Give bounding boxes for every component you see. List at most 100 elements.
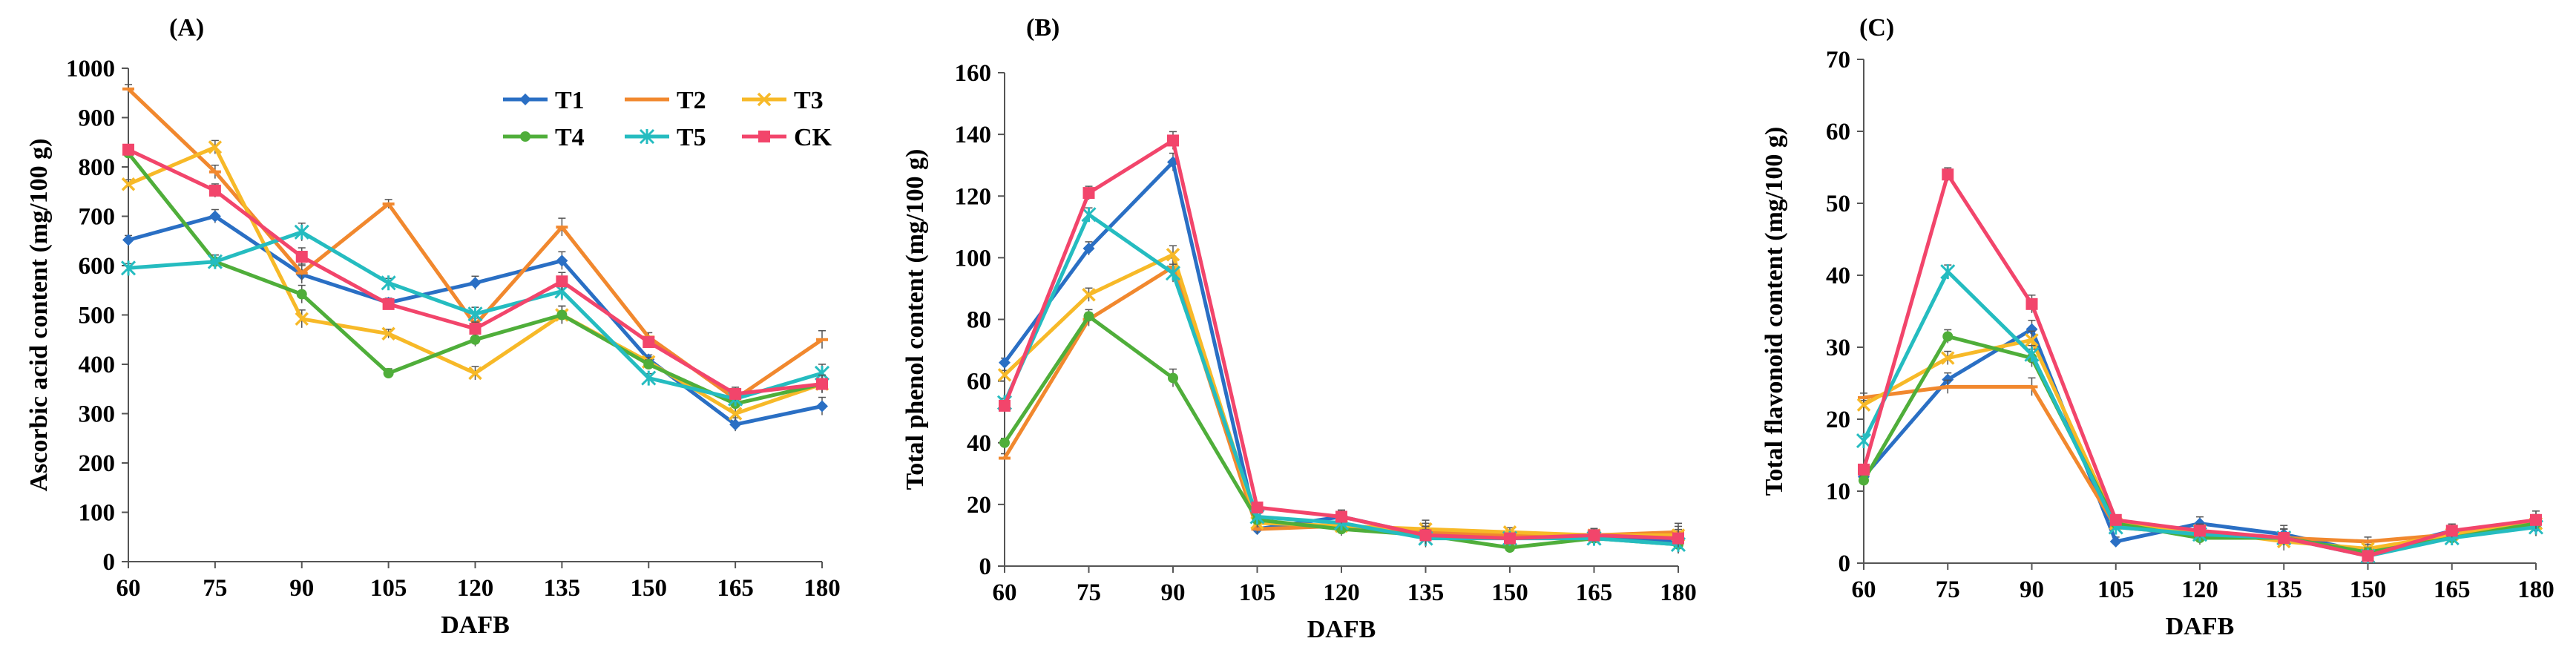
marker-T4-a-2 (296, 289, 307, 300)
marker-T3-a-1 (208, 140, 223, 154)
marker-T4-a-4 (470, 334, 481, 345)
y-tick-label-c-3: 30 (1826, 335, 1850, 361)
x-tick-label-b-6: 150 (1491, 579, 1528, 606)
marker-T5-a-1 (207, 254, 223, 269)
marker-T1-a-8 (816, 400, 828, 413)
marker-T1-b-1 (1082, 242, 1095, 254)
marker-CK-a-8 (816, 378, 828, 390)
marker-T4-a-6 (643, 359, 654, 369)
marker-T5-a-3 (381, 275, 396, 291)
panel-label-c: (C) (1859, 14, 1894, 42)
marker-CK-b-8 (1672, 532, 1684, 545)
x-tick-label-b-8: 180 (1660, 579, 1697, 606)
marker-CK-b-1 (1082, 187, 1095, 200)
y-tick-label-a-5: 500 (79, 303, 116, 329)
marker-T1-a-0 (122, 234, 134, 246)
x-tick-label-b-7: 165 (1576, 579, 1613, 606)
legend: T1 T2 T3 T4 T5 CK (503, 87, 832, 151)
marker-T4-legend-3 (520, 131, 530, 142)
marker-T4-b-0 (999, 437, 1010, 448)
marker-CK-b-3 (1251, 502, 1264, 514)
x-tick-label-a-2: 90 (289, 575, 314, 602)
marker-T1-c-2 (2025, 323, 2038, 335)
marker-T4-b-1 (1083, 311, 1094, 322)
legend-entry-t5: T5 (625, 124, 706, 151)
y-tick-label-a-3: 300 (79, 401, 116, 428)
y-tick-label-a-1: 100 (79, 500, 116, 527)
marker-T3-a-0 (121, 177, 136, 191)
y-tick-label-a-8: 800 (79, 154, 116, 181)
marker-CK-a-3 (382, 298, 395, 310)
legend-label-CK: CK (794, 124, 832, 151)
legend-label-T5: T5 (677, 124, 706, 151)
series-line-b-T1 (1002, 160, 1679, 544)
x-tick-label-c-0: 60 (1852, 576, 1876, 603)
x-tick-label-b-1: 75 (1077, 579, 1101, 606)
y-tick-label-b-5: 100 (955, 245, 992, 272)
series-c-ck (1858, 167, 2542, 562)
x-tick-label-c-7: 165 (2434, 576, 2471, 603)
series-a-ck (122, 143, 828, 401)
legend-entry-t3: T3 (742, 87, 824, 114)
x-tick-label-a-0: 60 (116, 575, 141, 602)
y-tick-label-a-0: 0 (103, 549, 116, 576)
marker-CK-legend-5 (758, 131, 770, 142)
marker-T4-b-6 (1505, 542, 1515, 553)
marker-T1-a-1 (208, 210, 221, 223)
y-axis-title-c: Total flavonoid content (mg/100 g) (1761, 127, 1788, 496)
x-tick-label-a-8: 180 (804, 575, 841, 602)
marker-CK-c-0 (1858, 463, 1870, 476)
x-axis-title-a: DAFB (441, 611, 510, 639)
chart-panel-c: (C) 0 10 20 30 40 50 60 70 60 75 90 105 120 135 150 165 1… (1761, 14, 2554, 640)
marker-T4-b-2 (1168, 372, 1178, 384)
series-line-b-T5 (1002, 212, 1679, 547)
marker-T3-c-1 (1941, 351, 1955, 365)
marker-T5-b-2 (1165, 266, 1181, 281)
y-tick-label-b-1: 20 (967, 492, 991, 519)
marker-T5-a-0 (120, 260, 137, 276)
legend-label-T1: T1 (555, 87, 585, 114)
marker-CK-c-8 (2530, 513, 2542, 526)
marker-T3-a-3 (381, 326, 395, 341)
marker-T5-c-1 (1940, 264, 1956, 280)
x-tick-label-c-2: 90 (2020, 576, 2044, 603)
marker-T1-a-4 (469, 277, 482, 289)
marker-T4-a-3 (383, 367, 394, 378)
x-tick-label-c-4: 120 (2181, 576, 2218, 603)
marker-T1-c-3 (2109, 535, 2122, 548)
panel-label-a: (A) (169, 14, 204, 42)
x-tick-label-a-6: 150 (631, 575, 668, 602)
y-tick-label-a-7: 700 (79, 204, 116, 231)
marker-CK-b-2 (1167, 134, 1179, 147)
marker-T4-c-1 (1942, 331, 1954, 342)
y-tick-label-b-7: 140 (955, 122, 992, 148)
y-tick-label-b-6: 120 (955, 183, 992, 210)
x-tick-label-b-0: 60 (993, 579, 1017, 606)
chart-panel-b: (B) 0 20 40 60 80 100 120 140 160 60 75 90 105 120 135 1… (901, 14, 1697, 643)
series-b-t1 (999, 152, 1684, 551)
marker-T5-a-4 (467, 306, 483, 322)
marker-CK-c-5 (2278, 532, 2290, 545)
marker-T5-a-2 (294, 224, 309, 240)
marker-CK-c-1 (1942, 168, 1954, 181)
y-tick-label-c-4: 40 (1826, 263, 1850, 289)
marker-CK-a-7 (729, 387, 742, 400)
marker-CK-a-0 (122, 143, 134, 156)
series-b-t5 (996, 207, 1686, 553)
x-tick-label-c-1: 75 (1936, 576, 1960, 603)
y-tick-label-b-4: 80 (967, 307, 991, 334)
x-tick-label-a-5: 135 (544, 575, 581, 602)
marker-CK-a-1 (208, 184, 221, 197)
y-tick-label-b-2: 40 (967, 430, 991, 457)
x-tick-label-b-4: 120 (1323, 579, 1360, 606)
series-b-t3 (997, 245, 1686, 545)
x-tick-label-a-1: 75 (203, 575, 227, 602)
series-line-b-CK (1002, 138, 1679, 541)
series-line-c-T5 (1862, 269, 2537, 558)
legend-label-T2: T2 (677, 87, 706, 114)
x-tick-label-c-8: 180 (2517, 576, 2554, 603)
legend-entry-t1: T1 (503, 87, 585, 114)
legend-label-T4: T4 (555, 124, 585, 151)
y-tick-label-a-9: 900 (79, 105, 116, 132)
